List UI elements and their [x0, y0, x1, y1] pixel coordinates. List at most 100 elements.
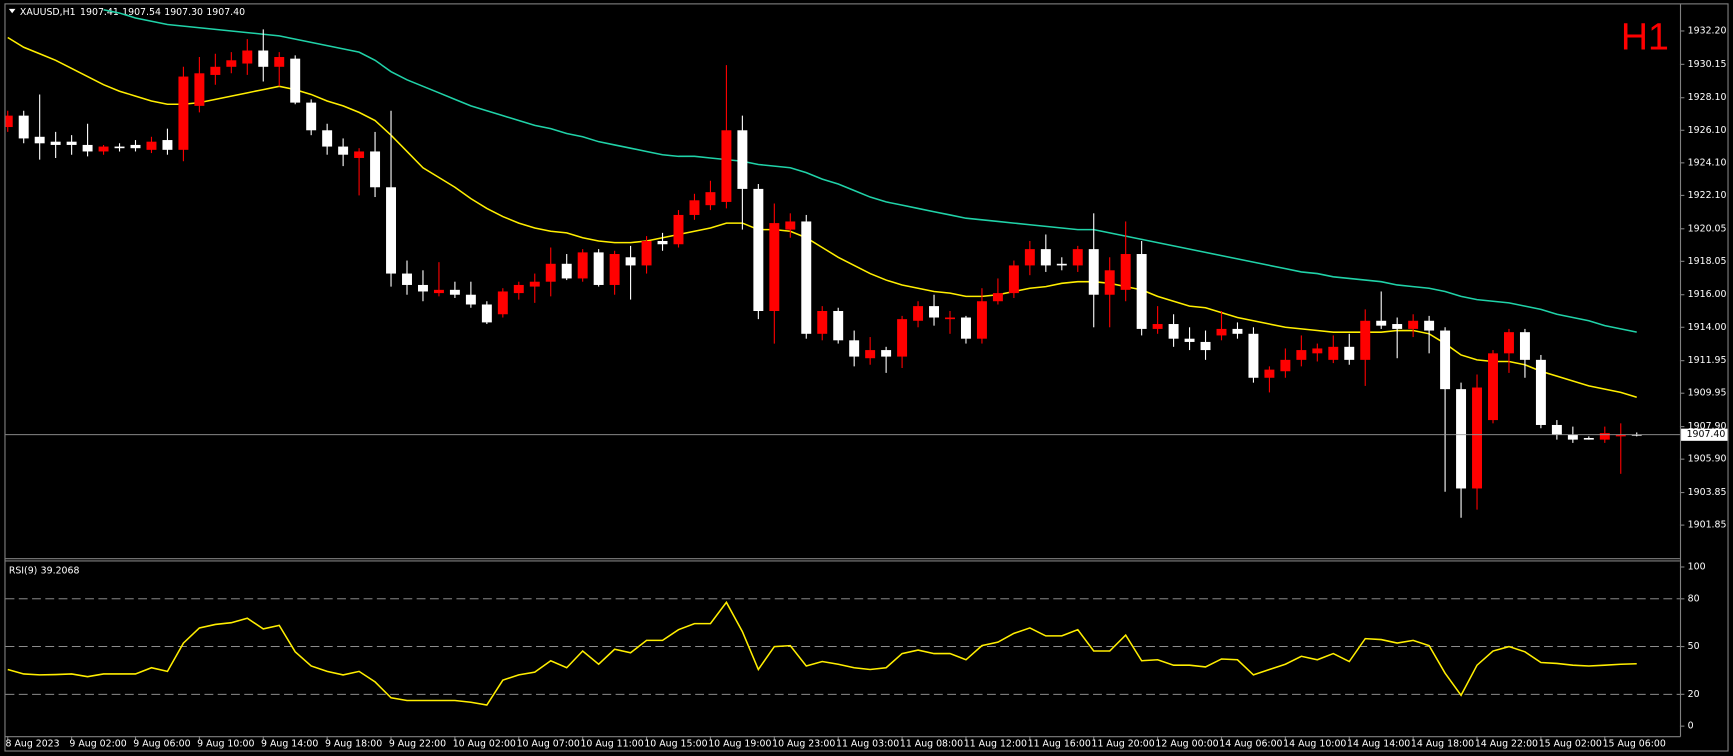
- candle-body: [178, 76, 189, 150]
- moving-average: [103, 9, 1637, 333]
- candle-body: [354, 151, 365, 158]
- price-tag: [1681, 428, 1728, 441]
- candle-body: [1488, 353, 1498, 421]
- candle-body: [1360, 320, 1371, 360]
- candle-body: [1232, 328, 1243, 334]
- candle-body: [1008, 265, 1019, 294]
- candle-body: [50, 141, 61, 145]
- y-tick-label: 1905.90: [1688, 454, 1727, 465]
- y-tick-label: 1903.85: [1688, 487, 1727, 498]
- x-tick-label: 10 Aug 07:00: [517, 738, 580, 749]
- candle-body: [625, 257, 636, 266]
- x-tick-label: 11 Aug 16:00: [1028, 738, 1091, 749]
- candle-body: [1615, 434, 1626, 437]
- x-tick-label: 14 Aug 14:00: [1347, 738, 1410, 749]
- y-tick-label: 1909.95: [1688, 388, 1727, 399]
- timeframe-badge: H1: [1621, 16, 1669, 58]
- candle-body: [960, 317, 971, 339]
- y-tick-label: 1926.10: [1688, 125, 1727, 136]
- rsi-header: RSI(9) 39.2068: [9, 565, 80, 576]
- candle-body: [1472, 387, 1483, 489]
- candle-body: [529, 281, 540, 287]
- candle-body: [1344, 346, 1355, 360]
- y-tick-label: 1901.85: [1688, 520, 1727, 531]
- candle-body: [945, 317, 955, 320]
- candle-body: [1456, 389, 1467, 489]
- candle-body: [274, 57, 285, 67]
- y-tick-label: 1916.00: [1688, 289, 1727, 300]
- candle-body: [897, 319, 908, 357]
- x-tick-label: 14 Aug 22:00: [1475, 738, 1538, 749]
- x-tick-label: 15 Aug 02:00: [1539, 738, 1602, 749]
- candle-body: [18, 115, 29, 139]
- candle-body: [34, 136, 45, 144]
- y-tick-label: 1911.95: [1688, 355, 1727, 366]
- candle-body: [162, 140, 173, 150]
- candle-body: [1424, 320, 1435, 331]
- candle-body: [338, 146, 349, 155]
- candle-body: [465, 294, 476, 305]
- candle-body: [130, 144, 141, 149]
- candle-body: [226, 60, 237, 67]
- candle-body: [753, 188, 764, 312]
- y-tick-label: 0: [1688, 721, 1694, 732]
- candle-body: [593, 252, 604, 285]
- candle-body: [1280, 359, 1291, 372]
- y-tick-label: 50: [1688, 641, 1700, 652]
- bar-high: 1907.54: [122, 7, 161, 18]
- x-tick-label: 9 Aug 02:00: [69, 738, 126, 749]
- symbol: XAUUSD,H1: [20, 7, 76, 18]
- candle-body: [5, 115, 13, 128]
- candle-body: [306, 102, 317, 131]
- x-tick-label: 14 Aug 10:00: [1283, 738, 1346, 749]
- candle-body: [817, 311, 828, 334]
- y-tick-label: 1918.05: [1688, 256, 1727, 267]
- candle-body: [66, 141, 77, 145]
- x-tick-label: 9 Aug 18:00: [325, 738, 382, 749]
- candle-body: [1519, 332, 1530, 360]
- candle-body: [976, 301, 987, 339]
- candle-body: [1072, 249, 1083, 266]
- x-tick-label: 10 Aug 02:00: [453, 738, 516, 749]
- bar-open: 1907.41: [80, 7, 119, 18]
- candle-body: [1056, 263, 1067, 266]
- candle-body: [1408, 320, 1419, 329]
- y-tick-label: 100: [1688, 561, 1706, 572]
- candle-body: [433, 289, 444, 294]
- bar-low: 1907.30: [164, 7, 203, 18]
- rsi-label: RSI(9): [9, 565, 38, 576]
- candle-body: [98, 146, 109, 152]
- x-tick-label: 10 Aug 23:00: [772, 738, 835, 749]
- candle-body: [1328, 346, 1339, 360]
- x-tick-label: 8 Aug 2023: [6, 738, 60, 749]
- candle-body: [1567, 434, 1578, 440]
- candle-body: [721, 130, 732, 202]
- bar-close: 1907.40: [206, 7, 245, 18]
- x-tick-label: 14 Aug 06:00: [1219, 738, 1282, 749]
- candle-body: [1216, 328, 1227, 336]
- candle-body: [577, 252, 588, 279]
- candle-body: [849, 340, 860, 357]
- candle-body: [1376, 320, 1387, 326]
- x-tick-label: 11 Aug 03:00: [836, 738, 899, 749]
- indicator-line: [7, 600, 1637, 706]
- candle-body: [1120, 254, 1131, 290]
- candle-body: [673, 214, 684, 245]
- candle-body: [449, 289, 460, 295]
- candle-body: [481, 304, 492, 323]
- x-tick-label: 9 Aug 10:00: [197, 738, 254, 749]
- candle-body: [513, 284, 524, 294]
- candle-body: [833, 311, 844, 341]
- x-tick-label: 10 Aug 11:00: [580, 738, 643, 749]
- candle-body: [417, 284, 428, 292]
- candle-body: [913, 306, 924, 321]
- candle-body: [1440, 330, 1451, 390]
- candle-body: [1583, 437, 1594, 440]
- y-tick-label: 1930.15: [1688, 59, 1727, 70]
- candle-body: [146, 141, 157, 150]
- candle-body: [1184, 338, 1195, 342]
- candle-body: [402, 273, 412, 285]
- menu-arrow[interactable]: [8, 8, 16, 14]
